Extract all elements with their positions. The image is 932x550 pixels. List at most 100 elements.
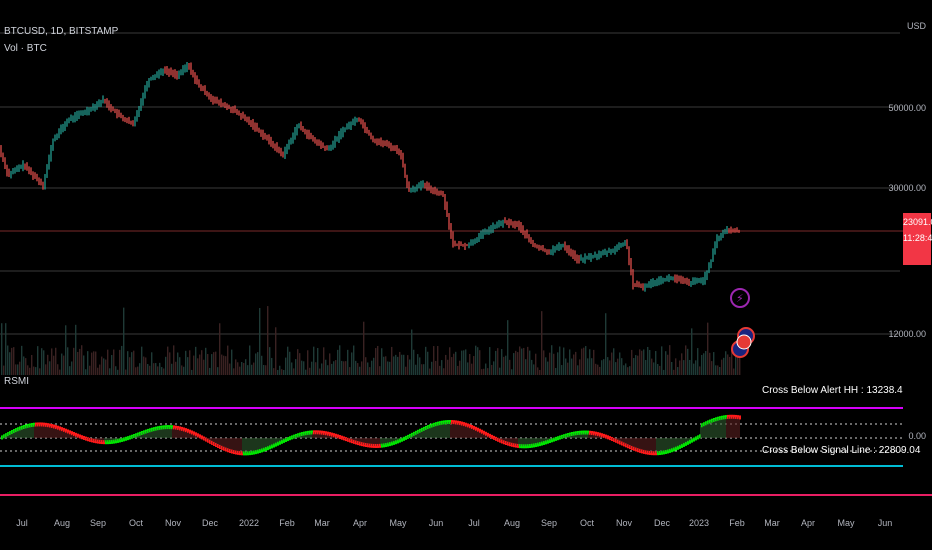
volume-bar [321, 363, 323, 375]
rsmi-line-segment [215, 442, 217, 447]
volume-bar [353, 345, 355, 375]
rsmi-line-segment [353, 439, 355, 444]
volume-bar [537, 367, 539, 375]
rsmi-line-segment [647, 450, 649, 455]
volume-bar [41, 348, 43, 375]
rsmi-line-segment [443, 420, 445, 425]
volume-bar [149, 365, 151, 375]
rsmi-line-segment [631, 445, 633, 450]
volume-bar [147, 364, 149, 375]
volume-bar [341, 360, 343, 375]
rsmi-legend[interactable]: RSMI [4, 376, 29, 387]
rsmi-line-segment [281, 439, 283, 444]
volume-bar [589, 349, 591, 375]
time-axis-label: Sep [89, 518, 107, 528]
rsmi-line-segment [149, 428, 151, 433]
volume-bar [523, 347, 525, 375]
rsmi-line-segment [493, 435, 495, 440]
volume-bar [577, 365, 579, 375]
volume-bar [479, 350, 481, 375]
volume-bar [297, 349, 299, 375]
rsmi-line-segment [17, 427, 19, 432]
volume-bar [119, 349, 121, 375]
volume-bar [431, 361, 433, 375]
volume-bar [503, 356, 505, 375]
rsmi-line-segment [491, 434, 493, 439]
rsmi-line-segment [387, 442, 389, 447]
rsmi-line-segment [15, 428, 17, 433]
volume-bar [497, 348, 499, 375]
volume-bar [379, 366, 381, 375]
us-event-icon-3[interactable] [736, 334, 752, 350]
rsmi-line-segment [645, 450, 647, 455]
volume-bar [705, 350, 707, 375]
volume-bar [443, 368, 445, 375]
rsmi-line-segment [347, 437, 349, 442]
volume-bar [139, 363, 141, 375]
rsmi-line-segment [737, 415, 739, 420]
price-candles [0, 61, 740, 292]
rsmi-line-segment [513, 443, 515, 448]
rsmi-line-segment [299, 432, 301, 437]
time-axis-label: Jul [468, 518, 480, 528]
rsmi-line-segment [5, 433, 7, 438]
volume-bar [617, 358, 619, 375]
symbol-title[interactable]: BTCUSD, 1D, BITSTAMP [4, 26, 119, 37]
rsmi-line-segment [705, 421, 707, 426]
rsmi-line-segment [257, 449, 259, 454]
volume-bar [463, 350, 465, 375]
rsmi-line-segment [333, 433, 335, 438]
time-axis-label: Dec [653, 518, 671, 528]
rsmi-line-segment [239, 451, 241, 456]
volume-bar [653, 362, 655, 375]
rsmi-line-segment [27, 423, 29, 428]
rsmi-line-segment [627, 444, 629, 449]
volume-bar [295, 359, 297, 375]
volume-bar [69, 366, 71, 375]
volume-bar [707, 322, 709, 375]
volume-bar [645, 359, 647, 375]
time-axis-label: Jun [877, 518, 893, 528]
rsmi-line-segment [277, 441, 279, 446]
volume-bar [153, 363, 155, 375]
rsmi-line-segment [551, 438, 553, 443]
volume-bar [697, 348, 699, 375]
rsmi-line-segment [101, 440, 103, 445]
rsmi-line-segment [643, 449, 645, 454]
volume-bar [613, 348, 615, 375]
rsmi-line-segment [641, 449, 643, 454]
rsmi-line-segment [479, 428, 481, 433]
rsmi-line-segment [57, 425, 59, 430]
volume-bar [21, 345, 23, 375]
volume-bar [369, 367, 371, 375]
volume-bar [455, 351, 457, 375]
rsmi-line-segment [465, 422, 467, 427]
volume-bar [273, 368, 275, 375]
volume-bar [581, 348, 583, 375]
rsmi-line-segment [653, 451, 655, 456]
volume-bar [453, 353, 455, 375]
volume-legend[interactable]: Vol · BTC [4, 43, 47, 54]
volume-bar [61, 353, 63, 375]
volume-bar [593, 349, 595, 375]
volume-bar [171, 363, 173, 375]
volume-bar [445, 354, 447, 375]
volume-bar [421, 364, 423, 375]
earnings-event-icon[interactable] [730, 288, 750, 308]
volume-bar [557, 352, 559, 375]
volume-bar [395, 354, 397, 375]
volume-bar [495, 350, 497, 375]
rsmi-line-segment [245, 451, 247, 456]
rsmi-line-segment [227, 448, 229, 453]
rsmi-line-segment [693, 437, 695, 442]
volume-bar [15, 364, 17, 375]
rsmi-line-segment [727, 414, 729, 419]
volume-bar [9, 352, 11, 375]
rsmi-line-segment [559, 435, 561, 440]
rsmi-line-segment [403, 436, 405, 441]
volume-bar [323, 347, 325, 375]
rsmi-line-segment [411, 432, 413, 437]
rsmi-line-segment [535, 443, 537, 448]
volume-bar [211, 354, 213, 375]
